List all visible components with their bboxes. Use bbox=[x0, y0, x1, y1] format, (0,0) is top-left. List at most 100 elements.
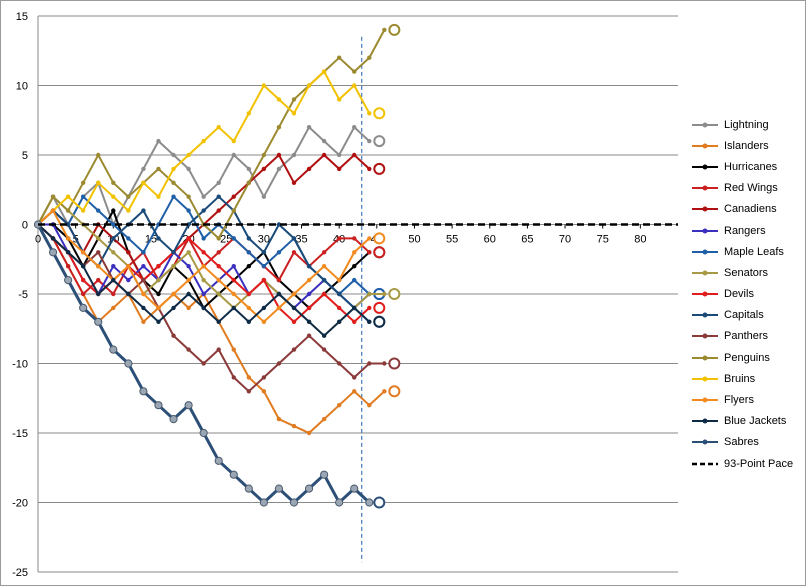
legend-swatch-marker bbox=[702, 355, 708, 361]
x-tick-label: 50 bbox=[408, 234, 420, 246]
data-point bbox=[201, 208, 206, 213]
data-point bbox=[111, 222, 116, 227]
legend-swatch-marker bbox=[702, 228, 708, 234]
legend-swatch bbox=[692, 185, 718, 191]
data-point bbox=[261, 83, 267, 88]
data-point bbox=[141, 208, 146, 213]
legend-swatch bbox=[692, 143, 718, 149]
data-point bbox=[80, 250, 86, 255]
data-point bbox=[382, 389, 387, 394]
legend-label: Flyers bbox=[724, 394, 754, 407]
legend-swatch-marker bbox=[702, 249, 708, 255]
y-tick-label: 0 bbox=[22, 220, 28, 232]
data-point bbox=[336, 319, 342, 324]
data-point bbox=[276, 166, 282, 172]
data-point bbox=[231, 277, 236, 283]
data-point bbox=[352, 125, 357, 130]
data-point bbox=[246, 389, 252, 394]
data-point bbox=[291, 152, 297, 158]
data-point bbox=[352, 319, 357, 324]
legend-item: Blue Jackets bbox=[690, 411, 802, 432]
legend-label: Hurricanes bbox=[724, 160, 778, 173]
data-point bbox=[276, 250, 282, 255]
data-point bbox=[291, 236, 297, 241]
series-line bbox=[37, 29, 386, 241]
data-point bbox=[261, 375, 267, 380]
data-point bbox=[367, 236, 372, 241]
data-point bbox=[336, 403, 342, 408]
data-point bbox=[276, 416, 282, 422]
data-point bbox=[216, 208, 221, 213]
data-point bbox=[124, 359, 133, 368]
data-point bbox=[382, 361, 387, 366]
legend-swatch bbox=[692, 291, 718, 297]
data-point bbox=[336, 236, 342, 241]
legend-label: Blue Jackets bbox=[724, 415, 787, 428]
data-point bbox=[231, 305, 236, 311]
legend-label: Penguins bbox=[724, 351, 770, 364]
data-point bbox=[80, 180, 86, 185]
data-point bbox=[156, 305, 161, 311]
data-point bbox=[65, 208, 71, 213]
legend-swatch bbox=[692, 249, 718, 255]
data-point bbox=[261, 277, 267, 283]
legend-item: Capitals bbox=[690, 305, 802, 326]
legend-label: Devils bbox=[724, 288, 754, 301]
x-tick-label: 0 bbox=[35, 234, 41, 246]
legend-label: Maple Leafs bbox=[724, 245, 784, 258]
y-tick-label: -15 bbox=[12, 428, 28, 440]
data-point bbox=[306, 305, 312, 311]
data-point bbox=[291, 291, 297, 297]
legend-item: Panthers bbox=[690, 326, 802, 347]
legend-swatch bbox=[692, 439, 718, 445]
data-point bbox=[186, 347, 191, 352]
team-logo-icon bbox=[373, 496, 386, 509]
data-point bbox=[201, 277, 206, 283]
legend-label: Lightning bbox=[724, 118, 769, 131]
legend-swatch-marker bbox=[702, 270, 708, 276]
data-point bbox=[367, 250, 372, 255]
data-point bbox=[186, 305, 191, 311]
data-point bbox=[186, 277, 191, 283]
data-point bbox=[139, 387, 148, 396]
data-point bbox=[231, 138, 236, 144]
data-point bbox=[367, 138, 372, 144]
legend-swatch-marker bbox=[702, 206, 708, 212]
data-point bbox=[352, 250, 357, 255]
data-point bbox=[336, 361, 342, 366]
data-point bbox=[246, 111, 252, 116]
data-point bbox=[306, 333, 312, 338]
data-point bbox=[306, 277, 312, 283]
data-point bbox=[96, 264, 101, 269]
data-point bbox=[276, 361, 282, 366]
legend-item: Hurricanes bbox=[690, 156, 802, 177]
legend-swatch bbox=[692, 270, 718, 276]
data-point bbox=[321, 138, 327, 144]
data-point bbox=[276, 305, 282, 311]
legend-swatch-marker bbox=[702, 397, 708, 403]
data-point bbox=[231, 236, 236, 241]
data-point bbox=[65, 250, 71, 255]
team-logo-icon bbox=[373, 162, 386, 175]
legend-swatch-marker bbox=[702, 418, 708, 424]
data-point bbox=[291, 423, 297, 429]
team-logo-icon bbox=[373, 107, 386, 120]
data-point bbox=[109, 345, 118, 354]
legend-item: Red Wings bbox=[690, 178, 802, 199]
data-point bbox=[261, 319, 267, 324]
data-point bbox=[171, 166, 176, 172]
data-point bbox=[246, 264, 252, 269]
data-point bbox=[141, 291, 146, 297]
data-point bbox=[201, 305, 206, 311]
data-point bbox=[156, 166, 161, 172]
legend-label: Panthers bbox=[724, 330, 769, 343]
legend-label: Islanders bbox=[724, 139, 769, 152]
x-tick-label: 75 bbox=[597, 234, 609, 246]
data-point bbox=[216, 291, 221, 297]
data-point bbox=[141, 166, 146, 172]
data-point bbox=[199, 428, 208, 438]
data-point bbox=[246, 291, 252, 297]
data-point bbox=[382, 291, 387, 297]
data-point bbox=[216, 250, 221, 255]
data-point bbox=[335, 498, 344, 507]
